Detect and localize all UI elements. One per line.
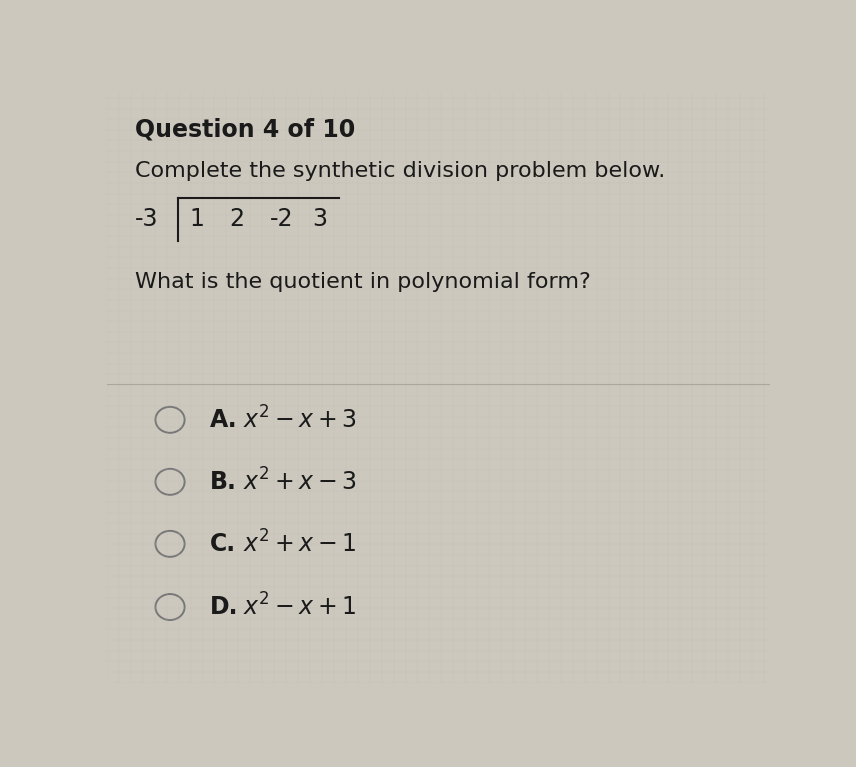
Text: 1: 1 [190, 207, 205, 231]
Text: $x^2 + x - 1$: $x^2 + x - 1$ [243, 530, 357, 558]
Text: What is the quotient in polynomial form?: What is the quotient in polynomial form? [135, 272, 591, 292]
Text: -3: -3 [135, 207, 158, 231]
Text: 3: 3 [312, 207, 328, 231]
Text: 2: 2 [229, 207, 245, 231]
Text: Complete the synthetic division problem below.: Complete the synthetic division problem … [135, 161, 665, 181]
Text: C.: C. [210, 532, 236, 556]
Text: A.: A. [210, 408, 237, 432]
Text: -2: -2 [270, 207, 293, 231]
Text: $x^2 - x + 1$: $x^2 - x + 1$ [243, 594, 357, 621]
Text: $x^2 + x - 3$: $x^2 + x - 3$ [243, 468, 357, 495]
Text: $x^2 - x + 3$: $x^2 - x + 3$ [243, 407, 357, 433]
Text: D.: D. [210, 595, 238, 619]
Text: Question 4 of 10: Question 4 of 10 [135, 117, 355, 141]
Text: B.: B. [210, 470, 237, 494]
